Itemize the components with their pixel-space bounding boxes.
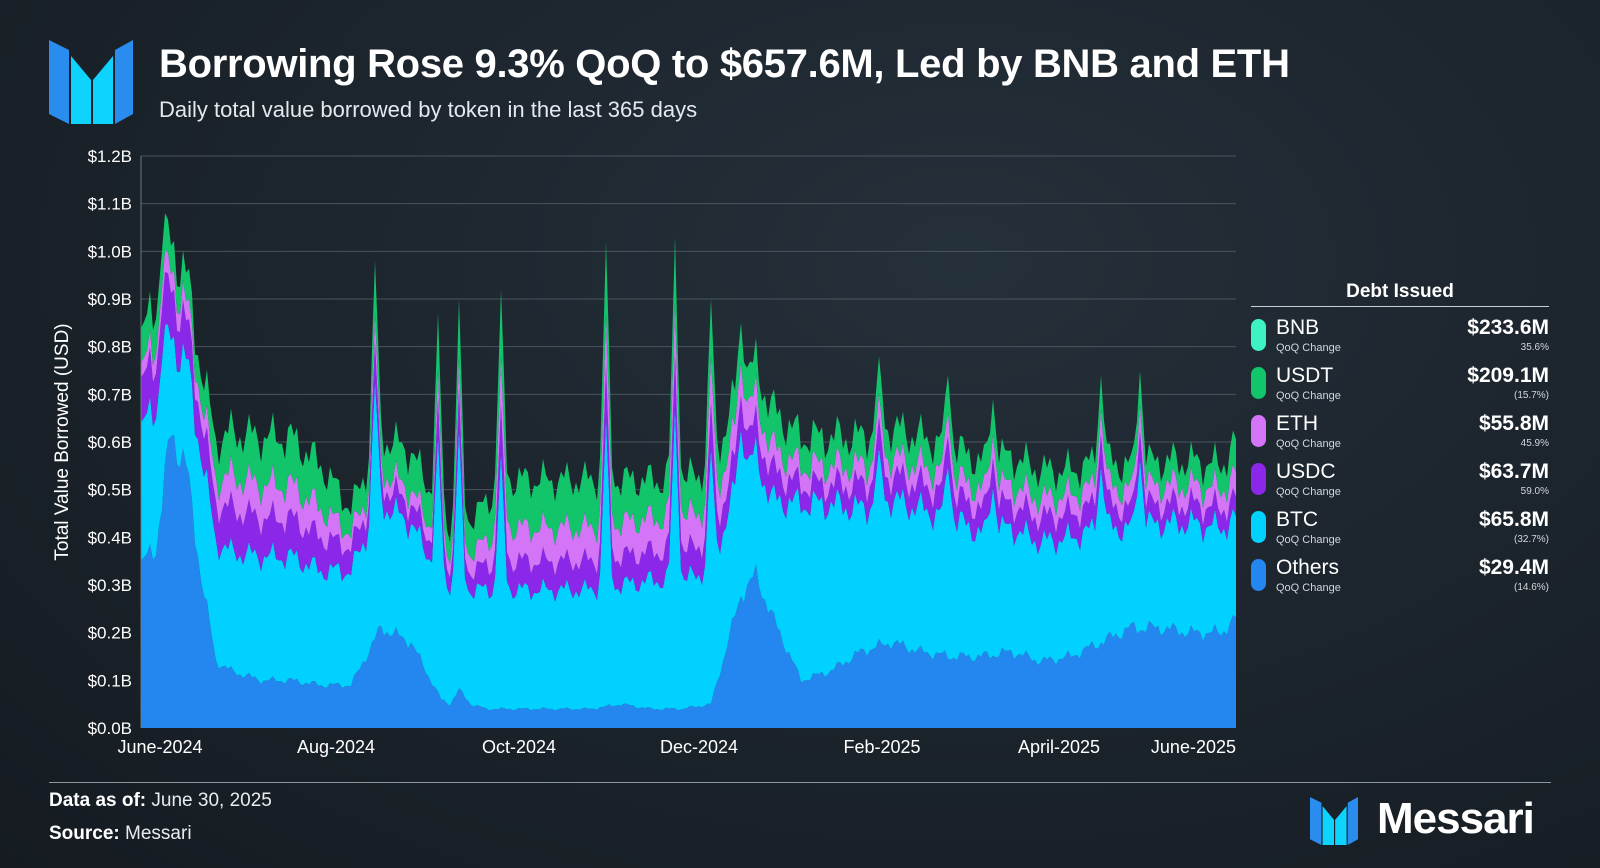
x-tick-label: June-2024 — [117, 737, 202, 757]
x-tick-label: Aug-2024 — [297, 737, 375, 757]
y-tick-label: $0.8B — [88, 338, 132, 357]
chart-title: Borrowing Rose 9.3% QoQ to $657.6M, Led … — [159, 42, 1290, 86]
legend-sub: QoQ Change — [1276, 582, 1341, 594]
legend-value: $55.8M — [1478, 412, 1549, 435]
chart-subtitle: Daily total value borrowed by token in t… — [159, 97, 698, 122]
legend-name: BNB — [1276, 316, 1320, 339]
source-label: Source: — [49, 823, 120, 844]
legend-sub: QoQ Change — [1276, 438, 1341, 450]
legend-name: USDT — [1276, 364, 1334, 387]
legend-swatch — [1251, 367, 1266, 399]
legend-sub: QoQ Change — [1276, 486, 1341, 498]
legend-item-btc: BTC QoQ Change $65.8M (32.7%) — [1251, 505, 1549, 553]
y-tick-label: $1.2B — [88, 147, 132, 166]
area-series-others — [141, 434, 1236, 728]
legend-item-eth: ETH QoQ Change $55.8M 45.9% — [1251, 409, 1549, 457]
legend-name: Others — [1276, 556, 1340, 579]
legend-value: $63.7M — [1478, 460, 1549, 483]
legend-swatch — [1251, 559, 1266, 591]
y-tick-label: $0.7B — [88, 385, 132, 404]
legend-name: BTC — [1276, 508, 1318, 531]
legend-change: 45.9% — [1520, 438, 1549, 449]
y-tick-label: $0.4B — [88, 528, 132, 547]
legend-change: 59.0% — [1520, 486, 1549, 497]
legend-change: 35.6% — [1520, 342, 1549, 353]
legend-items: BNB QoQ Change $233.6M 35.6% USDT QoQ Change $… — [1251, 313, 1549, 601]
legend-value: $29.4M — [1478, 556, 1549, 579]
y-tick-label: $1.1B — [88, 195, 132, 214]
messari-footer-logo-icon — [1310, 797, 1358, 845]
footer-divider — [49, 782, 1551, 783]
x-tick-label: April-2025 — [1018, 737, 1100, 757]
legend: Debt Issued BNB QoQ Change $233.6M 35.6% USD… — [1251, 281, 1549, 601]
area-series-usdc — [141, 272, 1236, 602]
y-axis-label: Total Value Borrowed (USD) — [52, 323, 73, 560]
legend-item-others: Others QoQ Change $29.4M (14.6%) — [1251, 553, 1549, 601]
legend-swatch — [1251, 319, 1266, 351]
data-as-of: Data as of: June 30, 2025 — [49, 790, 272, 812]
data-as-of-value: June 30, 2025 — [151, 790, 272, 811]
legend-value: $233.6M — [1467, 316, 1549, 339]
legend-swatch — [1251, 511, 1266, 543]
y-tick-label: $0.3B — [88, 576, 132, 595]
legend-title: Debt Issued — [1251, 281, 1549, 307]
x-tick-label: Oct-2024 — [482, 737, 556, 757]
x-tick-label: Dec-2024 — [660, 737, 738, 757]
area-series-eth — [141, 250, 1236, 581]
legend-change: (14.6%) — [1513, 582, 1549, 593]
legend-name: USDC — [1276, 460, 1336, 483]
legend-name: ETH — [1276, 412, 1318, 435]
data-as-of-label: Data as of: — [49, 790, 147, 811]
legend-change: (32.7%) — [1513, 534, 1549, 545]
legend-swatch — [1251, 415, 1266, 447]
x-tick-label: Feb-2025 — [843, 737, 920, 757]
y-tick-label: $0.2B — [88, 624, 132, 643]
source-value: Messari — [125, 823, 192, 844]
legend-item-bnb: BNB QoQ Change $233.6M 35.6% — [1251, 313, 1549, 361]
y-tick-label: $0.9B — [88, 290, 132, 309]
brand-name: Messari — [1377, 794, 1535, 843]
y-tick-label: $1.0B — [88, 242, 132, 261]
legend-value: $209.1M — [1467, 364, 1549, 387]
source: Source: Messari — [49, 823, 192, 845]
y-tick-label: $0.1B — [88, 671, 132, 690]
x-tick-label: June-2025 — [1151, 737, 1236, 757]
legend-swatch — [1251, 463, 1266, 495]
y-tick-label: $0.6B — [88, 433, 132, 452]
y-tick-label: $0.5B — [88, 481, 132, 500]
messari-logo-icon — [49, 40, 133, 124]
area-series-btc — [141, 324, 1236, 711]
legend-item-usdt: USDT QoQ Change $209.1M (15.7%) — [1251, 361, 1549, 409]
legend-sub: QoQ Change — [1276, 390, 1341, 402]
legend-sub: QoQ Change — [1276, 534, 1341, 546]
legend-value: $65.8M — [1478, 508, 1549, 531]
area-series-usdt — [141, 213, 1236, 565]
legend-item-usdc: USDC QoQ Change $63.7M 59.0% — [1251, 457, 1549, 505]
y-tick-label: $0.0B — [88, 719, 132, 738]
legend-sub: QoQ Change — [1276, 342, 1341, 354]
legend-change: (15.7%) — [1513, 390, 1549, 401]
